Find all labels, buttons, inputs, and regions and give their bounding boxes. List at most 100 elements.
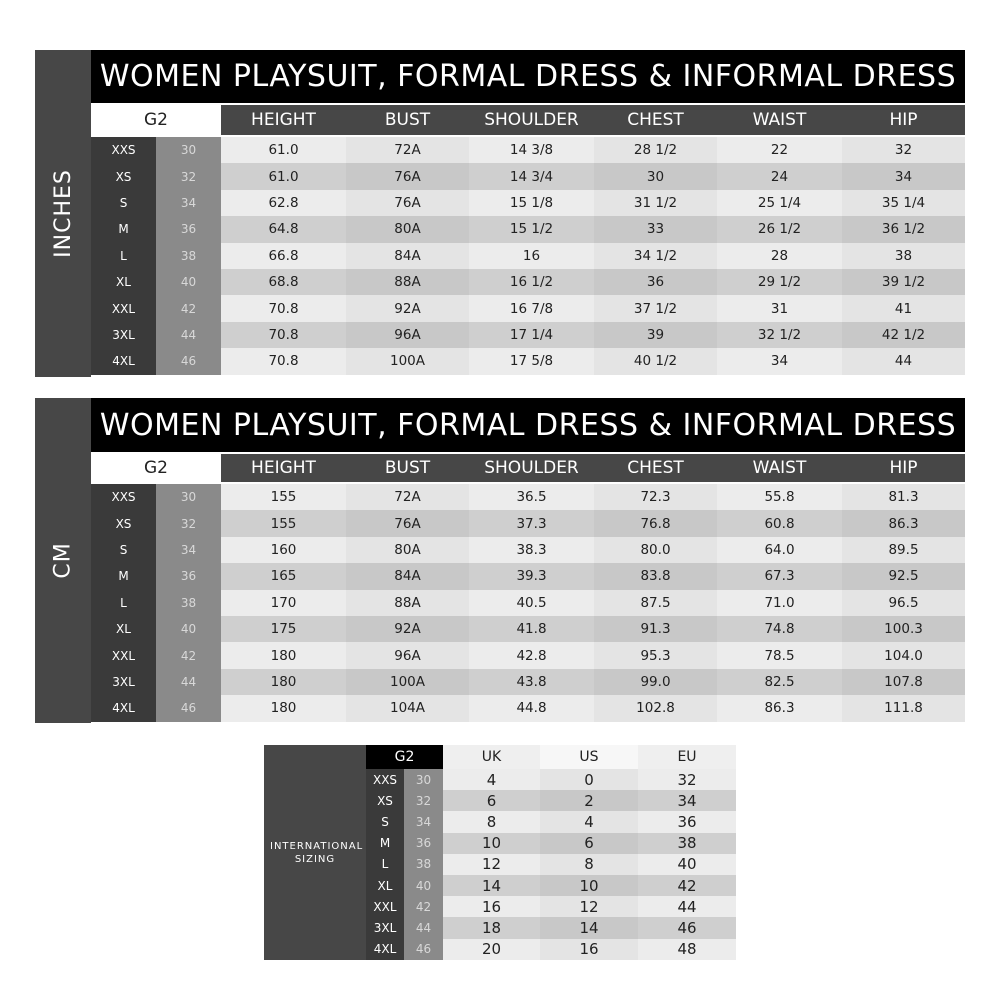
cell-shoulder: 37.3 — [469, 510, 594, 537]
cell-waist: 71.0 — [717, 589, 842, 616]
cell-hip: 104.0 — [842, 642, 965, 669]
cell-height: 175 — [221, 615, 346, 643]
cell-height: 61.0 — [221, 137, 346, 164]
cell-uk: 4 — [443, 769, 540, 791]
size-number: 40 — [156, 615, 221, 643]
cell-height: 170 — [221, 589, 346, 616]
cell-waist: 55.8 — [717, 484, 842, 511]
table-row: XXL 42 70.8 92A 16 7/8 37 1/2 31 41 — [91, 295, 965, 322]
cell-bust: 84A — [346, 242, 469, 269]
cell-bust: 100A — [346, 348, 469, 375]
international-side-label: INTERNATIONAL SIZING — [264, 745, 366, 960]
header-us: US — [540, 745, 638, 769]
cell-chest: 83.8 — [594, 563, 717, 590]
cell-eu: 46 — [638, 917, 736, 939]
cell-hip: 111.8 — [842, 695, 965, 722]
size-number: 34 — [156, 536, 221, 564]
size-label: XL — [366, 874, 404, 897]
cell-shoulder: 16 — [469, 242, 594, 269]
size-label: XXL — [91, 295, 156, 322]
cell-us: 8 — [540, 853, 638, 875]
cell-hip: 100.3 — [842, 615, 965, 643]
size-label: XS — [91, 163, 156, 190]
header-chest: CHEST — [594, 454, 717, 482]
cell-bust: 72A — [346, 484, 469, 511]
size-number: 36 — [156, 563, 221, 590]
cell-height: 68.8 — [221, 268, 346, 296]
cell-shoulder: 39.3 — [469, 563, 594, 590]
cell-uk: 6 — [443, 790, 540, 812]
cell-bust: 80A — [346, 216, 469, 243]
cell-shoulder: 14 3/8 — [469, 137, 594, 164]
size-number: 32 — [156, 510, 221, 537]
cell-height: 64.8 — [221, 216, 346, 243]
cell-eu: 38 — [638, 832, 736, 854]
cell-shoulder: 16 7/8 — [469, 295, 594, 322]
table-row: XS 32 155 76A 37.3 76.8 60.8 86.3 — [91, 510, 965, 537]
cell-hip: 86.3 — [842, 510, 965, 537]
size-number: 46 — [156, 348, 221, 375]
cell-hip: 81.3 — [842, 484, 965, 511]
cell-hip: 34 — [842, 163, 965, 190]
size-label: 3XL — [366, 917, 404, 939]
cell-height: 70.8 — [221, 321, 346, 349]
cell-bust: 76A — [346, 163, 469, 190]
header-waist: WAIST — [717, 105, 842, 135]
cell-waist: 74.8 — [717, 615, 842, 643]
size-number: 30 — [404, 769, 443, 791]
table-row: 3XL 44 70.8 96A 17 1/4 39 32 1/2 42 1/2 — [91, 321, 965, 349]
cm-table-title: WOMEN PLAYSUIT, FORMAL DRESS & INFORMAL … — [91, 398, 965, 452]
cell-shoulder: 36.5 — [469, 484, 594, 511]
side-label-text: INCHES — [50, 169, 76, 258]
cell-height: 70.8 — [221, 348, 346, 375]
cell-us: 16 — [540, 938, 638, 960]
size-number: 40 — [156, 268, 221, 296]
table-row: XL 40 14 10 42 — [366, 874, 736, 897]
cell-waist: 29 1/2 — [717, 268, 842, 296]
cell-height: 66.8 — [221, 242, 346, 269]
cm-header-row: G2 HEIGHT BUST SHOULDER CHEST WAIST HIP — [91, 454, 965, 482]
cell-eu: 40 — [638, 853, 736, 875]
header-height: HEIGHT — [221, 105, 346, 135]
size-number: 36 — [404, 832, 443, 854]
header-g2: G2 — [91, 105, 221, 135]
cell-chest: 36 — [594, 268, 717, 296]
cell-shoulder: 17 1/4 — [469, 321, 594, 349]
inches-header-row: G2 HEIGHT BUST SHOULDER CHEST WAIST HIP — [91, 105, 965, 135]
size-number: 34 — [156, 189, 221, 217]
cell-chest: 95.3 — [594, 642, 717, 669]
size-label: XL — [91, 268, 156, 296]
cell-height: 180 — [221, 642, 346, 669]
cell-height: 70.8 — [221, 295, 346, 322]
cell-uk: 12 — [443, 853, 540, 875]
size-number: 40 — [404, 874, 443, 897]
cell-shoulder: 14 3/4 — [469, 163, 594, 190]
cell-eu: 36 — [638, 811, 736, 833]
cell-bust: 100A — [346, 668, 469, 696]
table-row: XS 32 6 2 34 — [366, 790, 736, 812]
size-label: S — [91, 189, 156, 217]
size-number: 36 — [156, 216, 221, 243]
size-number: 42 — [156, 642, 221, 669]
size-label: 4XL — [366, 938, 404, 960]
size-number: 46 — [404, 938, 443, 960]
cell-height: 160 — [221, 536, 346, 564]
cell-eu: 48 — [638, 938, 736, 960]
cell-shoulder: 42.8 — [469, 642, 594, 669]
cell-uk: 18 — [443, 917, 540, 939]
table-row: XXS 30 155 72A 36.5 72.3 55.8 81.3 — [91, 484, 965, 511]
table-row: XXS 30 4 0 32 — [366, 769, 736, 791]
cell-hip: 96.5 — [842, 589, 965, 616]
cell-bust: 92A — [346, 615, 469, 643]
table-row: M 36 64.8 80A 15 1/2 33 26 1/2 36 1/2 — [91, 216, 965, 243]
header-height: HEIGHT — [221, 454, 346, 482]
size-number: 46 — [156, 695, 221, 722]
cell-shoulder: 43.8 — [469, 668, 594, 696]
cell-us: 10 — [540, 874, 638, 897]
cell-hip: 38 — [842, 242, 965, 269]
cell-waist: 31 — [717, 295, 842, 322]
header-bust: BUST — [346, 454, 469, 482]
cell-waist: 64.0 — [717, 536, 842, 564]
table-row: XL 40 68.8 88A 16 1/2 36 29 1/2 39 1/2 — [91, 268, 965, 296]
table-row: L 38 66.8 84A 16 34 1/2 28 38 — [91, 242, 965, 269]
